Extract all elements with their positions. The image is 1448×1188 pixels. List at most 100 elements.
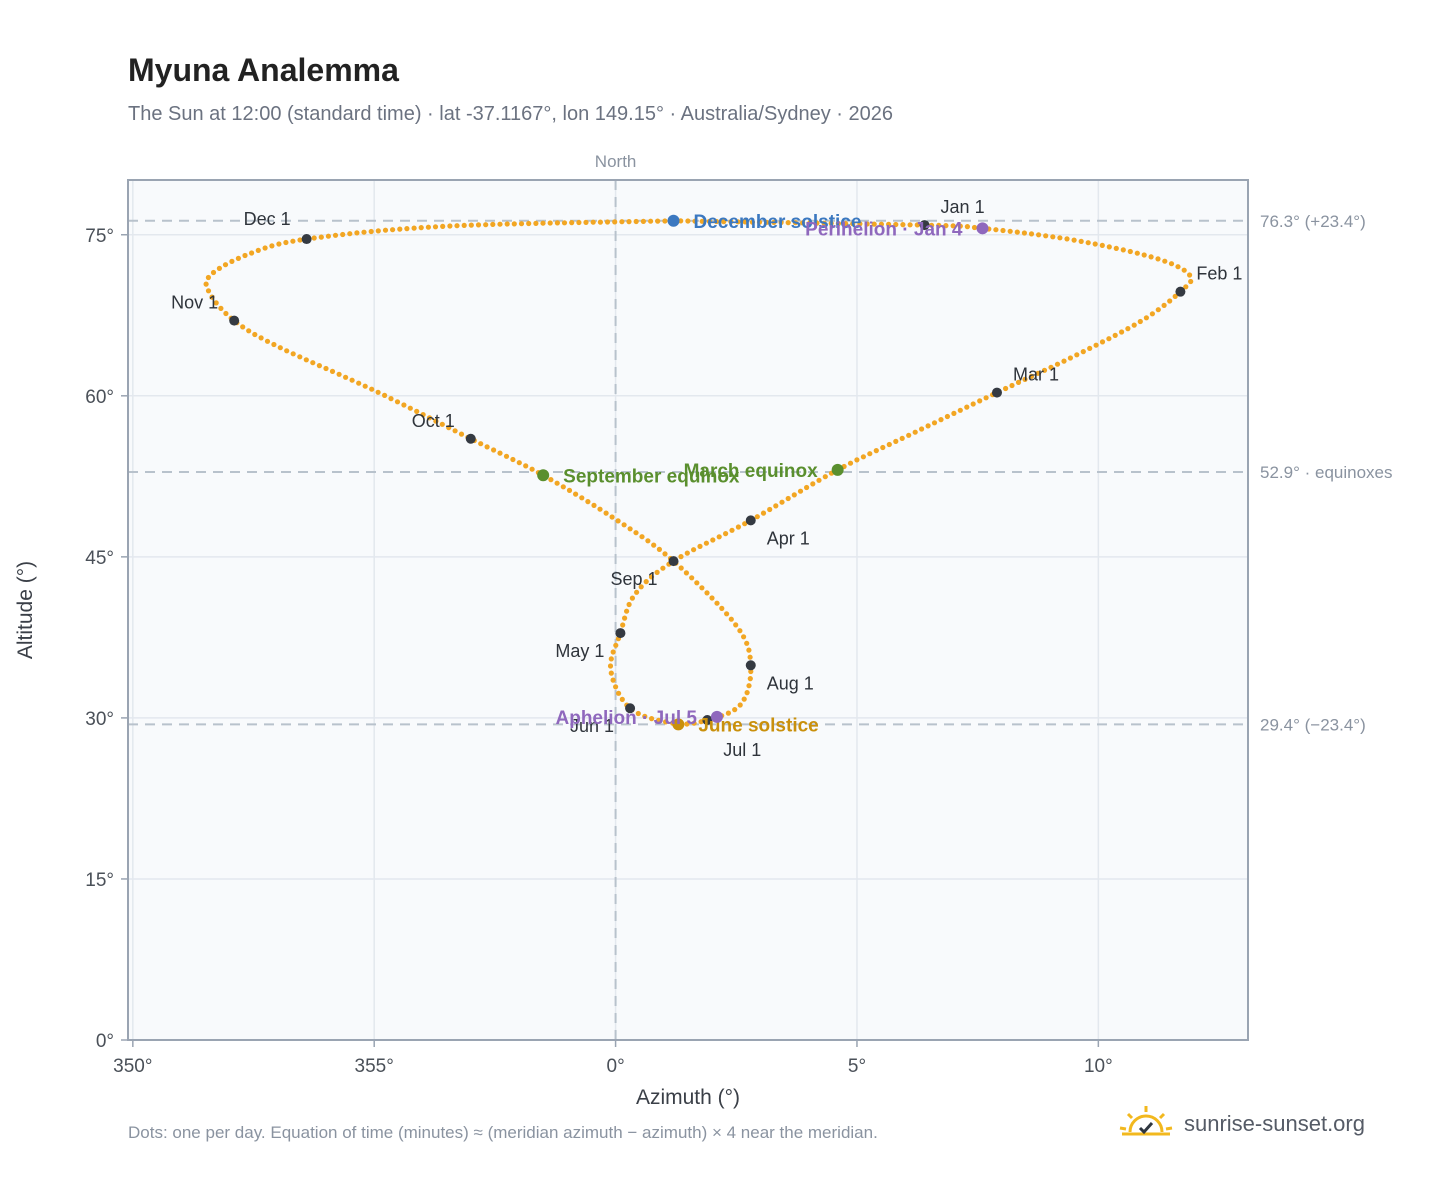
footnote: Dots: one per day. Equation of time (min… [128, 1123, 878, 1142]
analemma-day-dot [645, 538, 651, 544]
meridian-label: North [595, 152, 637, 171]
analemma-day-dot [850, 221, 856, 227]
analemma-day-dot [361, 229, 367, 235]
analemma-day-dot [504, 221, 510, 227]
x-tick-label: 0° [607, 1056, 625, 1077]
analemma-day-dot [656, 546, 663, 553]
analemma-day-dot [271, 341, 277, 348]
analemma-day-dot [420, 412, 426, 418]
analemma-day-dot [1134, 250, 1140, 256]
analemma-day-dot [791, 492, 797, 498]
analemma-day-dot [622, 615, 628, 621]
month-marker [615, 628, 626, 639]
analemma-day-dot [692, 218, 698, 224]
analemma-day-dot [610, 649, 616, 655]
analemma-day-dot [699, 218, 705, 224]
analemma-day-dot [454, 223, 460, 229]
analemma-day-dot [733, 622, 739, 628]
analemma-day-dot [1087, 345, 1093, 351]
analemma-day-dot [1007, 228, 1013, 234]
analemma-day-dot [938, 417, 944, 423]
analemma-day-dot [590, 219, 596, 225]
month-marker [625, 703, 636, 714]
analemma-day-dot [540, 220, 546, 226]
analemma-day-dot [857, 221, 863, 227]
analemma-day-dot [336, 371, 342, 377]
analemma-day-dot [1014, 229, 1020, 235]
analemma-day-dot [1099, 339, 1106, 345]
analemma-day-dot [699, 585, 705, 591]
analemma-day-dot [1080, 349, 1086, 355]
analemma-day-dot [323, 365, 329, 372]
month-marker [301, 234, 312, 245]
analemma-day-dot [297, 354, 303, 360]
analemma-day-dot [1000, 227, 1006, 234]
event-marker [672, 718, 685, 731]
analemma-day-dot [210, 269, 217, 276]
analemma-day-dot [1078, 238, 1084, 244]
month-marker-label: Aug 1 [767, 673, 814, 693]
month-marker [991, 387, 1002, 398]
analemma-day-dot [303, 357, 309, 363]
analemma-day-dot [255, 247, 261, 253]
analemma-day-dot [957, 223, 963, 229]
analemma-day-dot [729, 527, 735, 533]
analemma-day-dot [854, 457, 860, 463]
month-marker [229, 315, 240, 326]
analemma-day-dot [404, 226, 410, 232]
analemma-day-dot [619, 219, 625, 225]
analemma-day-dot [222, 262, 229, 268]
analemma-day-dot [656, 717, 662, 724]
analemma-day-dot [242, 252, 248, 259]
analemma-day-dot [964, 224, 971, 230]
analemma-day-dot [608, 656, 614, 662]
analemma-day-dot [213, 300, 219, 306]
analemma-day-dot [678, 554, 684, 560]
analemma-day-dot [349, 377, 355, 383]
y-tick-label: 0° [96, 1031, 114, 1052]
brand[interactable]: sunrise-sunset.org [1118, 1100, 1365, 1148]
analemma-day-dot [585, 499, 591, 505]
analemma-day-dot [1106, 336, 1112, 342]
analemma-day-dot [284, 348, 290, 354]
analemma-day-dot [1119, 329, 1125, 335]
analemma-day-dot [648, 218, 654, 224]
analemma-day-dot [931, 420, 938, 426]
analemma-day-dot [418, 225, 424, 231]
month-marker-label: Sep 1 [610, 569, 657, 589]
analemma-day-dot [375, 389, 381, 395]
analemma-day-dot [1057, 235, 1063, 241]
analemma-day-dot [648, 574, 655, 580]
analemma-day-dot [1015, 379, 1022, 385]
analemma-day-dot [814, 220, 820, 226]
analemma-day-dot [518, 221, 525, 227]
analemma-day-dot [1048, 364, 1054, 370]
analemma-day-dot [749, 219, 756, 225]
analemma-day-dot [697, 543, 703, 550]
plot-area [128, 180, 1248, 1040]
analemma-day-dot [397, 226, 403, 232]
analemma-day-dot [993, 227, 999, 233]
analemma-day-dot [347, 231, 353, 237]
analemma-day-dot [767, 506, 773, 513]
month-marker [745, 515, 756, 526]
analemma-day-dot [311, 235, 317, 241]
analemma-day-dot [561, 220, 568, 226]
analemma-day-dot [1161, 302, 1167, 308]
analemma-day-dot [694, 580, 700, 586]
analemma-day-dot [276, 241, 282, 247]
month-marker [702, 715, 713, 726]
analemma-day-dot [660, 565, 666, 571]
analemma-day-dot [728, 616, 734, 622]
analemma-day-dot [246, 328, 252, 334]
brand-name[interactable]: sunrise-sunset.org [1184, 1111, 1365, 1136]
analemma-day-dot [919, 426, 925, 432]
month-marker-label: Apr 1 [767, 528, 810, 548]
analemma-day-dot [478, 441, 484, 447]
analemma-day-dot [626, 219, 632, 225]
analemma-day-dot [634, 589, 640, 595]
analemma-day-dot [554, 220, 561, 226]
reference-line-label: 52.9° · equinoxes [1260, 463, 1393, 482]
analemma-day-dot [785, 495, 791, 502]
analemma-day-dot [662, 218, 668, 224]
